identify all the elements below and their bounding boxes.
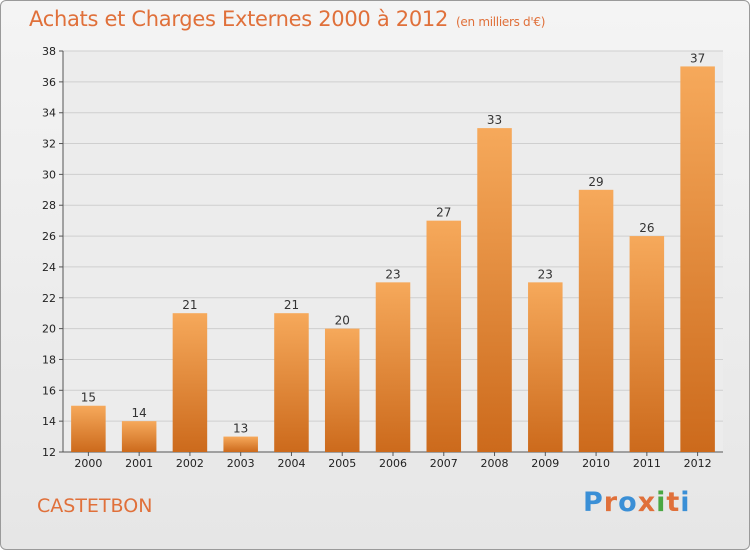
data-label-2003: 13 [233,422,248,436]
bar-2010 [578,189,614,453]
y-tick-label: 16 [42,384,56,397]
bar-2000 [71,405,106,452]
logo-letter: r [603,487,619,518]
bar-2004 [274,313,309,452]
data-label-2008: 33 [487,113,502,127]
y-tick-label: 36 [42,76,56,89]
x-tick-label-2010: 2010 [582,457,610,470]
logo-letter: x [637,487,657,518]
bar-2001 [121,421,157,452]
bar-2002 [172,313,208,452]
chart-subtitle: (en milliers d'€) [456,15,546,29]
logo-letter: t [666,487,681,518]
y-tick-label: 30 [42,168,56,181]
data-label-2000: 15 [81,391,96,405]
bar-2007 [426,220,462,452]
x-tick-label-2006: 2006 [379,457,407,470]
bar-2008 [477,128,512,452]
x-tick-label-2012: 2012 [684,457,712,470]
data-label-2006: 23 [385,267,400,281]
y-tick-label: 24 [42,261,56,274]
y-tick-label: 12 [42,446,56,459]
data-label-2001: 14 [132,406,147,420]
x-tick-label-2003: 2003 [227,457,255,470]
data-label-2011: 26 [639,221,654,235]
data-label-2002: 21 [182,298,197,312]
x-tick-label-2005: 2005 [328,457,356,470]
bar-2009 [528,282,563,452]
x-tick-label-2002: 2002 [176,457,204,470]
data-label-2004: 21 [284,298,299,312]
data-label-2005: 20 [335,314,350,328]
x-tick-label-2007: 2007 [430,457,458,470]
y-tick-label: 38 [42,45,56,58]
logo-letter: i [656,487,667,518]
bar-2005 [324,328,360,452]
bar-2012 [680,66,715,452]
bar-2011 [629,236,665,452]
town-name: CASTETBON [37,495,153,517]
bar-2006 [375,282,411,452]
logo-letter: P [583,487,604,518]
y-tick-label: 26 [42,230,56,243]
y-tick-label: 14 [42,415,56,428]
chart-title-text: Achats et Charges Externes 2000 à 2012 [29,7,449,31]
data-label-2010: 29 [588,175,603,189]
proxiti-logo: Proxiti [583,487,691,518]
x-tick-label-2011: 2011 [633,457,661,470]
y-tick-label: 22 [42,292,56,305]
y-tick-label: 28 [42,199,56,212]
y-tick-label: 20 [42,323,56,336]
y-tick-label: 32 [42,138,56,151]
x-tick-label-2008: 2008 [481,457,509,470]
x-tick-label-2004: 2004 [277,457,305,470]
logo-letter: o [618,487,638,518]
x-tick-label-2000: 2000 [74,457,102,470]
data-label-2007: 27 [436,206,451,220]
y-tick-label: 34 [42,107,56,120]
x-tick-label-2001: 2001 [125,457,153,470]
logo-letter: i [680,487,691,518]
bar-2003 [223,436,258,452]
y-tick-label: 18 [42,353,56,366]
data-label-2009: 23 [538,267,553,281]
data-label-2012: 37 [690,51,705,65]
chart-title: Achats et Charges Externes 2000 à 2012 (e… [29,7,545,31]
x-tick-label-2009: 2009 [531,457,559,470]
